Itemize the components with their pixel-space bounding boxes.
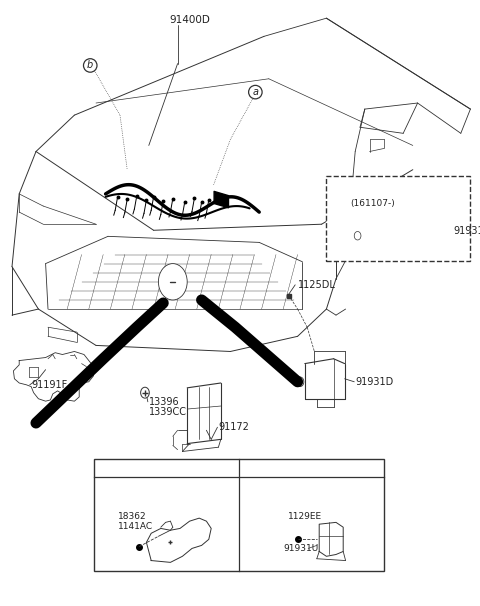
Circle shape <box>354 231 361 240</box>
Text: 18362: 18362 <box>118 512 146 521</box>
Text: 91191F: 91191F <box>31 380 68 390</box>
Text: 1129EE: 1129EE <box>288 512 322 521</box>
Text: 91172: 91172 <box>218 422 249 432</box>
Text: 1125DL: 1125DL <box>298 280 336 290</box>
Text: 1141AC: 1141AC <box>118 522 153 530</box>
Text: 1339CC: 1339CC <box>149 407 187 417</box>
Text: (161107-): (161107-) <box>350 199 395 207</box>
Circle shape <box>296 377 304 387</box>
Text: 91931D: 91931D <box>355 377 394 387</box>
Text: a: a <box>103 464 108 472</box>
Text: 91931U: 91931U <box>283 544 318 553</box>
Bar <box>326 176 470 261</box>
Text: 91931U: 91931U <box>283 544 318 553</box>
Bar <box>94 459 384 571</box>
Text: 1129EE: 1129EE <box>288 512 322 521</box>
Text: 18362: 18362 <box>118 512 146 521</box>
Circle shape <box>158 264 187 300</box>
Text: 1141AC: 1141AC <box>118 522 153 530</box>
Text: 91931S: 91931S <box>454 227 480 236</box>
Circle shape <box>141 387 149 398</box>
Text: a: a <box>252 87 258 97</box>
Text: 13396: 13396 <box>149 397 180 407</box>
Text: b: b <box>87 61 94 70</box>
Text: 91400D: 91400D <box>169 15 210 25</box>
Text: b: b <box>248 464 253 472</box>
